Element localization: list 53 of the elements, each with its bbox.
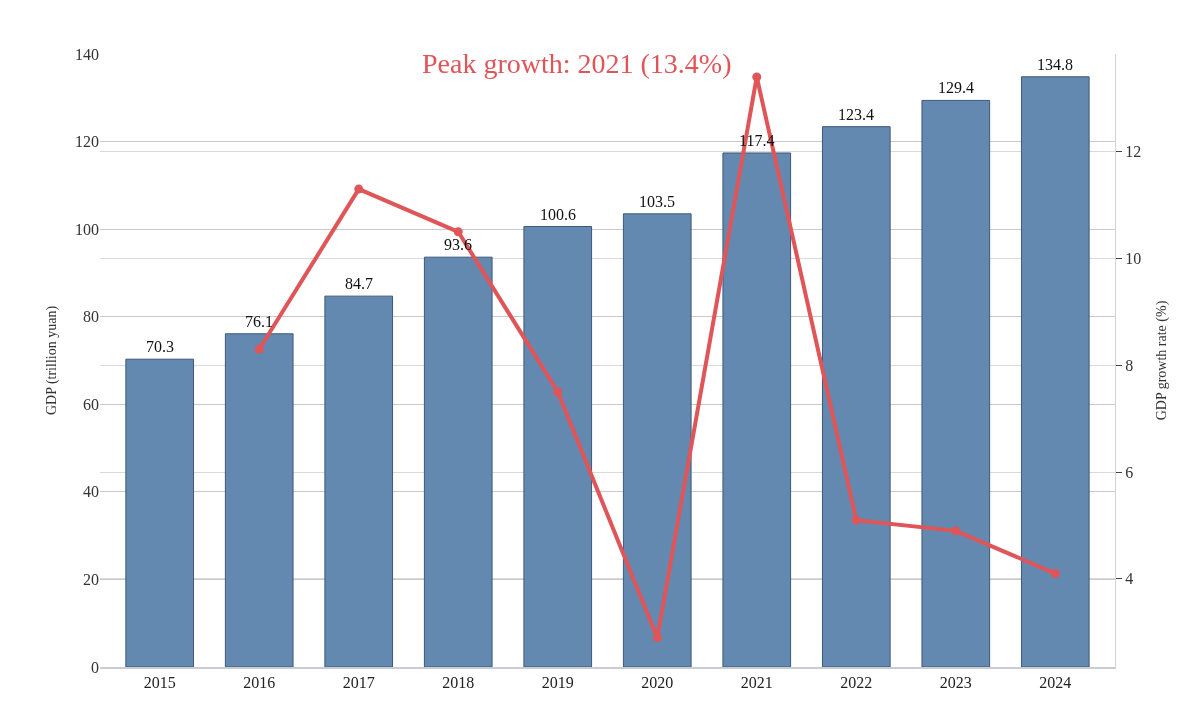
bar — [523, 226, 593, 667]
y2-tick-label: 12 — [1125, 143, 1142, 161]
x-tick-label: 2016 — [243, 674, 276, 692]
data-label: 134.8 — [1037, 56, 1073, 73]
y-tick-label: 60 — [83, 395, 99, 413]
bar — [324, 295, 394, 667]
y-tick-label: 120 — [75, 133, 99, 151]
bar — [1020, 76, 1090, 667]
y-axis-title: GDP (trillion yuan) — [43, 305, 60, 416]
annotation: Peak growth: 2021 (13.4%) — [422, 48, 732, 79]
bar — [821, 126, 891, 667]
x-tick-label: 2018 — [442, 674, 475, 692]
y-tick-label: 100 — [75, 220, 99, 238]
y2-tick-label: 8 — [1125, 356, 1134, 374]
data-label: 70.3 — [146, 338, 174, 355]
y-tick-label: 20 — [83, 571, 99, 589]
y-tick-label: 140 — [75, 45, 99, 63]
bar — [622, 213, 692, 667]
y2-tick-label: 10 — [1125, 250, 1142, 268]
x-tick-label: 2020 — [641, 674, 674, 692]
point — [453, 227, 463, 237]
x-tick-label: 2015 — [143, 674, 176, 692]
y2-tick-label: 6 — [1125, 463, 1134, 481]
point — [652, 633, 662, 643]
x-tick-label: 2022 — [840, 674, 873, 692]
point — [553, 387, 563, 397]
point — [851, 515, 861, 525]
data-label: 76.1 — [245, 313, 273, 330]
y-tick-label: 80 — [83, 308, 99, 326]
x-tick-label: 2023 — [939, 674, 972, 692]
bar — [423, 256, 493, 667]
point — [354, 184, 364, 194]
bar — [224, 333, 294, 667]
x-tick-label: 2021 — [740, 674, 773, 692]
y2-tick-label: 4 — [1125, 570, 1134, 588]
bar — [921, 99, 991, 667]
data-label: 84.7 — [345, 275, 373, 292]
x-tick-label: 2017 — [342, 674, 375, 692]
y-tick-label: 40 — [83, 483, 99, 501]
x-tick-label: 2024 — [1039, 674, 1072, 692]
point — [951, 526, 961, 536]
data-label: 103.5 — [639, 193, 675, 210]
bar — [722, 152, 792, 667]
y2-axis-title: GDP growth rate (%) — [1153, 300, 1170, 421]
point — [1050, 569, 1060, 579]
x-tick-label: 2019 — [541, 674, 574, 692]
data-label: 129.4 — [938, 79, 974, 96]
point — [254, 344, 264, 354]
y-tick-label: 0 — [91, 658, 99, 676]
bar — [125, 358, 195, 667]
point — [752, 72, 762, 82]
data-label: 100.6 — [540, 206, 576, 223]
data-label: 123.4 — [838, 106, 874, 123]
